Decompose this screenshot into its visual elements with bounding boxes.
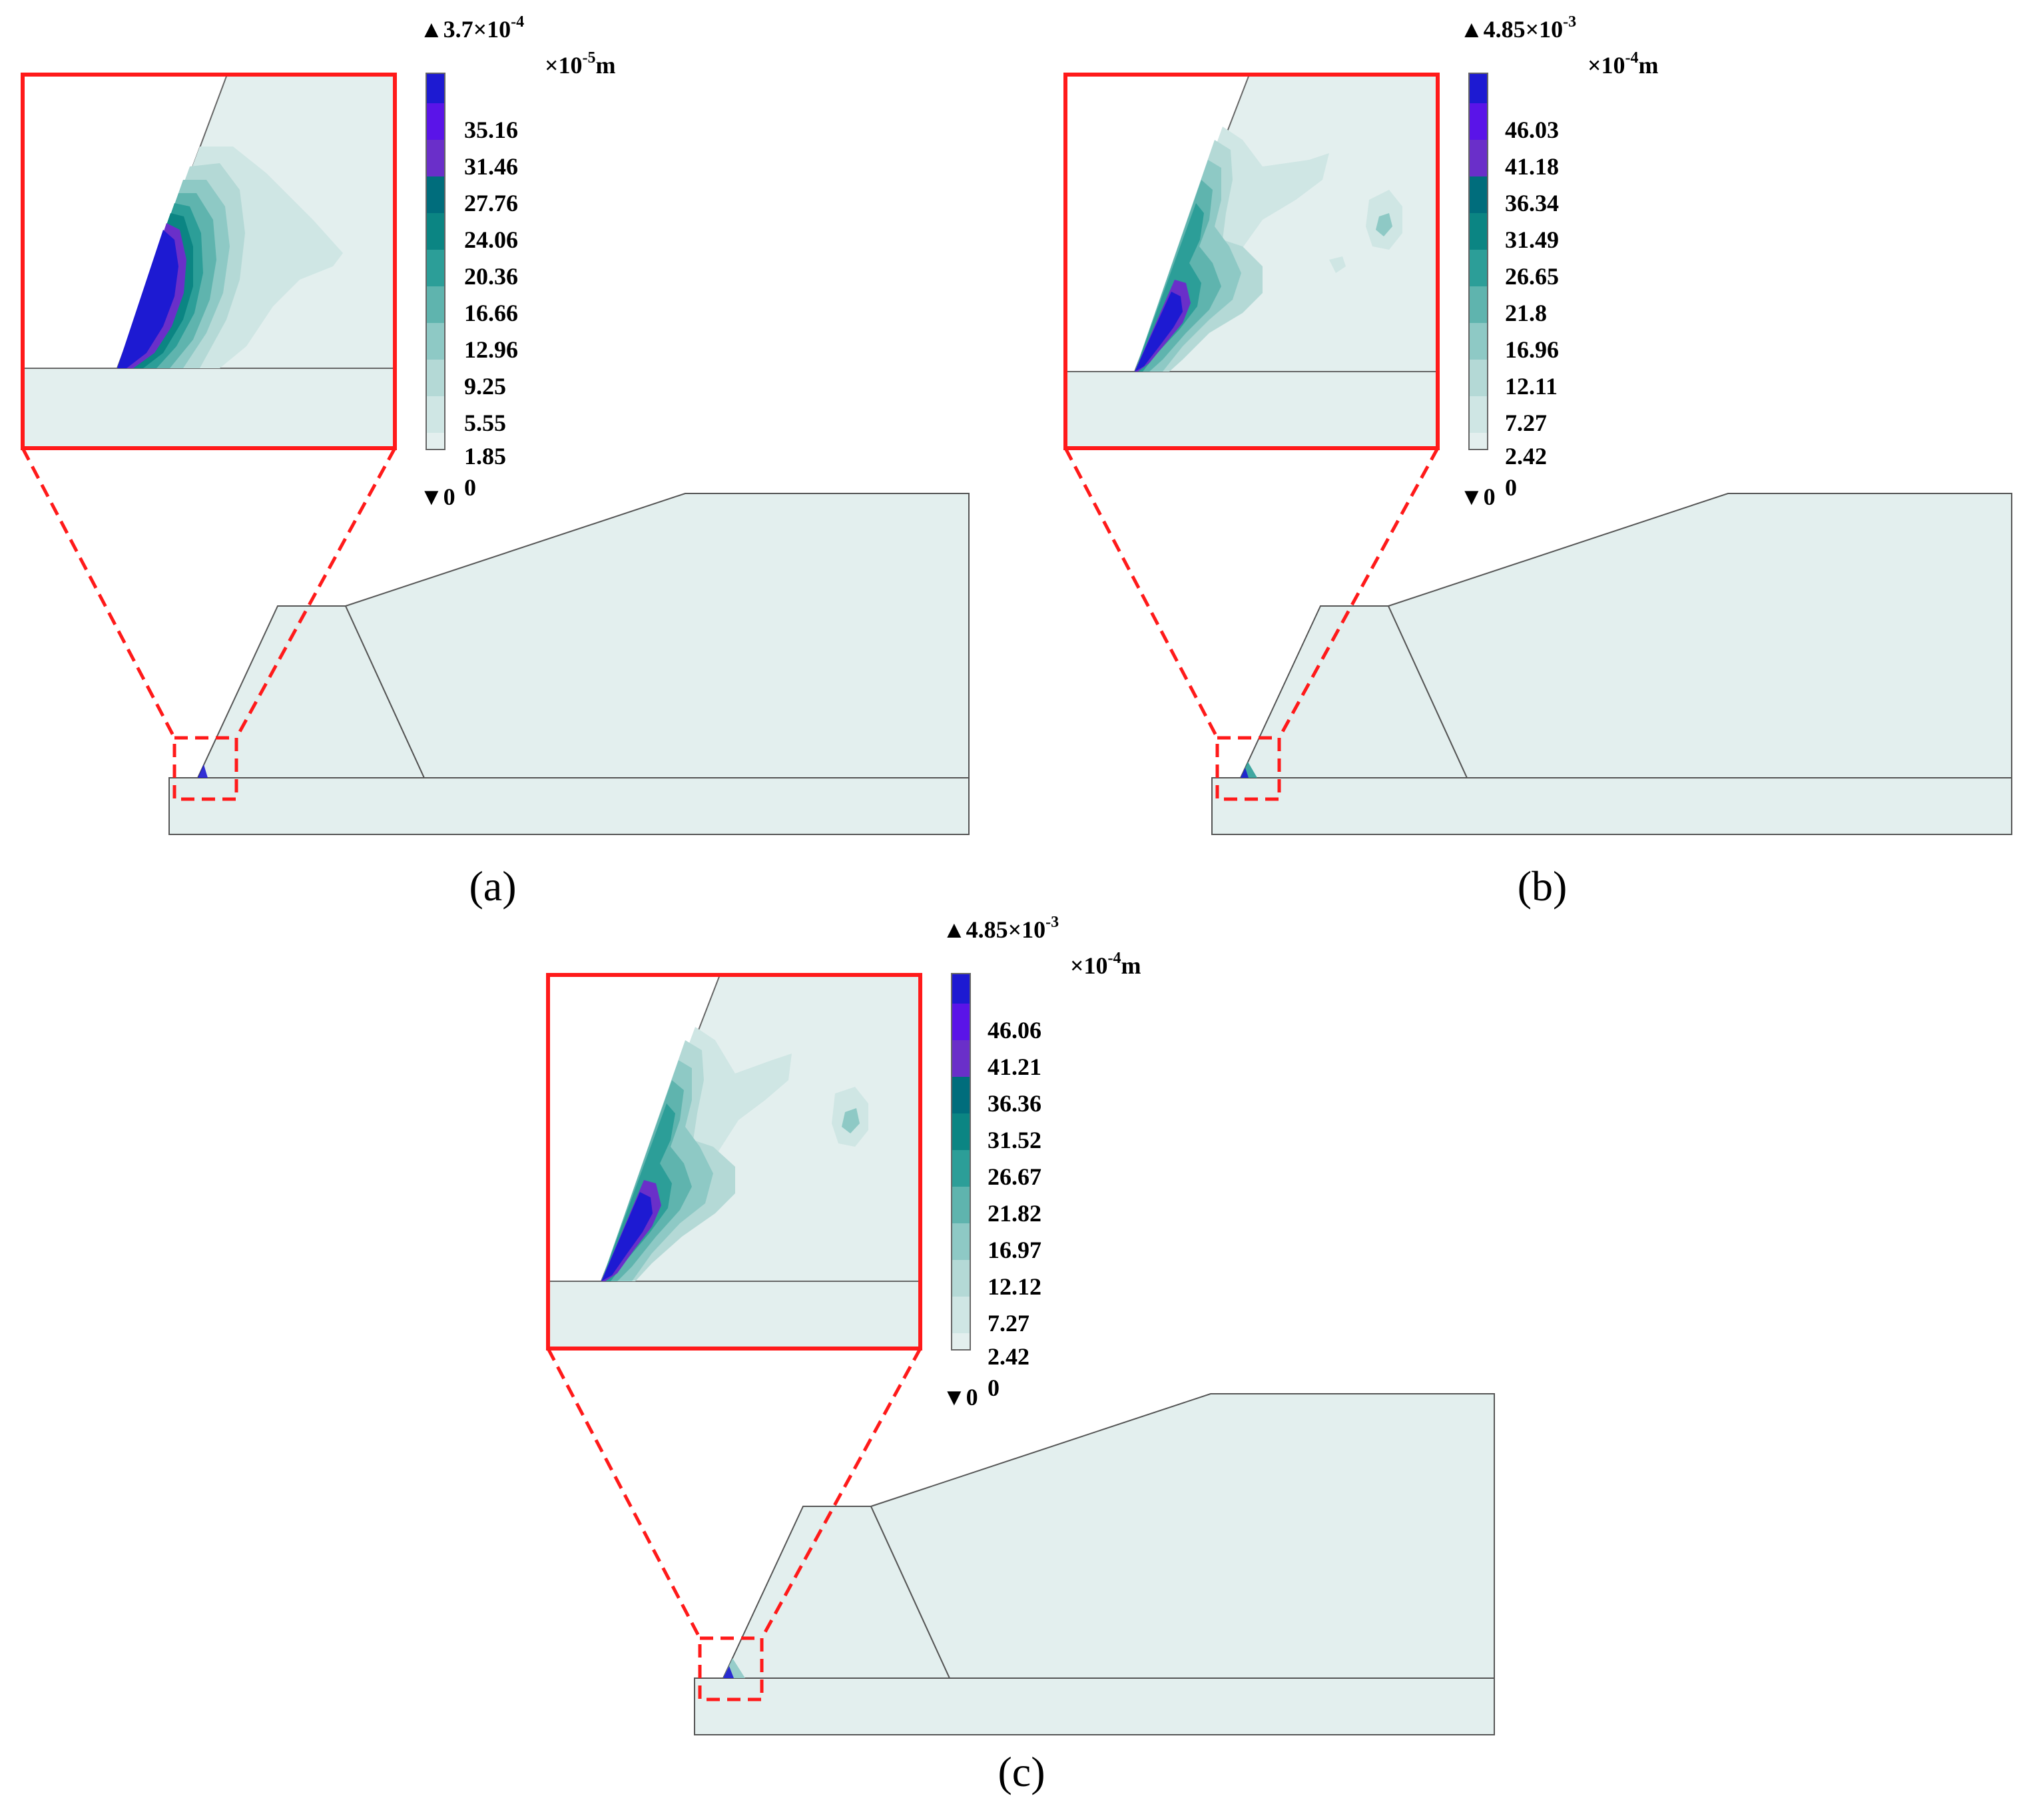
max-value-label: ▲3.7×10-4 xyxy=(420,13,524,43)
legend-tick: 16.66 xyxy=(464,300,518,326)
toe-hotspot-core xyxy=(723,1666,734,1678)
min-value-label: ▼0 xyxy=(1460,483,1496,510)
foundation-block xyxy=(1211,777,2012,835)
dam-model-b xyxy=(1211,493,2012,835)
zoom-inset-b xyxy=(1063,73,1440,450)
backfill-body xyxy=(870,1393,1495,1679)
panel-b: ▲4.85×10-3 ×10-4m 46.03 41.18 36.34 31.4… xyxy=(1063,13,2012,910)
legend-tick: 12.96 xyxy=(464,336,518,363)
legend-bar-outline xyxy=(426,73,445,450)
legend-tick: 12.11 xyxy=(1505,373,1558,400)
color-legend-c: ▲4.85×10-3 ×10-4m 46.06 41.21 36.36 31.5… xyxy=(942,914,1141,1410)
legend-tick: 41.18 xyxy=(1505,153,1559,180)
legend-tick: 36.34 xyxy=(1505,190,1559,216)
panel-caption: (c) xyxy=(998,1748,1045,1795)
inset-frame xyxy=(546,973,922,1351)
legend-tick: 35.16 xyxy=(464,117,518,143)
toe-hotspot-core xyxy=(1241,768,1249,778)
legend-tick: 26.65 xyxy=(1505,263,1559,290)
zoom-connector-left xyxy=(21,447,176,739)
contour-band-5 xyxy=(1135,203,1204,372)
legend-tick: 16.96 xyxy=(1505,336,1559,363)
legend-tick: 21.8 xyxy=(1505,300,1547,326)
backfill-body xyxy=(1387,493,2012,778)
legend-color-bar xyxy=(952,974,970,1350)
inset-foundation xyxy=(1065,372,1438,448)
dam-model-c xyxy=(694,1393,1495,1735)
contour-band-8 xyxy=(601,1192,653,1281)
zoom-region-box xyxy=(698,1636,764,1701)
legend-tick: 0 xyxy=(464,474,476,501)
zoom-region-box xyxy=(1215,736,1281,801)
unit-label: ×10-4m xyxy=(1070,950,1141,979)
legend-bar-outline xyxy=(951,973,971,1351)
unit-label: ×10-5m xyxy=(545,49,616,79)
color-legend-b: ▲4.85×10-3 ×10-4m 46.03 41.18 36.34 31.4… xyxy=(1460,13,1659,510)
panel-caption: (a) xyxy=(469,862,516,910)
max-value-label: ▲4.85×10-3 xyxy=(1460,13,1576,43)
panel-caption: (b) xyxy=(1518,862,1568,910)
legend-tick: 21.82 xyxy=(988,1200,1041,1227)
zoom-connector-left xyxy=(1063,447,1219,739)
legend-tick: 24.06 xyxy=(464,226,518,253)
legend-tick: 16.97 xyxy=(988,1237,1041,1263)
panel-c: ▲4.85×10-3 ×10-4m 46.06 41.21 36.36 31.5… xyxy=(546,914,1495,1795)
legend-tick: 2.42 xyxy=(1505,443,1547,469)
backfill-body xyxy=(344,493,970,778)
zoom-inset-a xyxy=(21,73,397,450)
legend-tick: 9.25 xyxy=(464,373,506,400)
zoom-connector-right xyxy=(1277,447,1440,739)
zoom-indicator-a xyxy=(21,447,397,801)
contour-band-1 xyxy=(1329,256,1346,273)
legend-tick: 0 xyxy=(988,1374,1000,1401)
legend-tick: 12.12 xyxy=(988,1273,1041,1300)
legend-tick: 46.06 xyxy=(988,1017,1041,1044)
zoom-region-box xyxy=(172,736,238,801)
contour-band-3 xyxy=(1376,213,1392,236)
contour-band-3 xyxy=(842,1108,860,1133)
zoom-inset-c xyxy=(546,973,922,1351)
legend-tick: 31.49 xyxy=(1505,226,1559,253)
min-value-label: ▼0 xyxy=(420,483,455,510)
inset-frame xyxy=(1063,73,1440,450)
legend-tick: 7.27 xyxy=(988,1310,1029,1337)
zoom-connector-right xyxy=(760,1347,922,1640)
legend-tick: 46.03 xyxy=(1505,117,1559,143)
contour-band-8 xyxy=(117,230,178,368)
inset-foundation xyxy=(548,1281,920,1349)
legend-color-bar xyxy=(426,73,445,450)
legend-bar-outline xyxy=(1468,73,1488,450)
unit-label: ×10-4m xyxy=(1588,49,1659,79)
legend-color-bar xyxy=(1469,73,1488,450)
zoom-connector-left xyxy=(546,1347,702,1640)
contour-band-8 xyxy=(1135,292,1183,372)
legend-tick: 7.27 xyxy=(1505,410,1547,436)
legend-tick: 36.36 xyxy=(988,1090,1041,1117)
legend-tick: 41.21 xyxy=(988,1054,1041,1080)
legend-tick: 20.36 xyxy=(464,263,518,290)
color-legend-a: ▲3.7×10-4 ×10-5m 35.16 31.46 27.76 24.06… xyxy=(420,13,616,510)
dam-model-a xyxy=(168,493,970,835)
legend-tick: 5.55 xyxy=(464,410,506,436)
legend-tick: 26.67 xyxy=(988,1163,1041,1190)
toe-hotspot xyxy=(198,764,208,778)
contour-band-5 xyxy=(601,1103,675,1281)
legend-tick: 2.42 xyxy=(988,1343,1029,1370)
zoom-indicator-b xyxy=(1063,447,1440,801)
legend-tick: 27.76 xyxy=(464,190,518,216)
min-value-label: ▼0 xyxy=(942,1384,978,1410)
legend-tick: 1.85 xyxy=(464,443,506,469)
max-value-label: ▲4.85×10-3 xyxy=(942,914,1059,943)
panel-a: ▲3.7×10-4 ×10-5m 35.16 31.46 27.76 24.06… xyxy=(21,13,970,910)
legend-tick: 0 xyxy=(1505,474,1517,501)
inset-foundation xyxy=(23,368,395,448)
foundation-block xyxy=(694,1677,1495,1735)
inset-frame xyxy=(21,73,397,450)
foundation-block xyxy=(168,777,970,835)
zoom-connector-right xyxy=(234,447,397,739)
zoom-indicator-c xyxy=(546,1347,922,1701)
legend-tick: 31.52 xyxy=(988,1127,1041,1153)
legend-tick: 31.46 xyxy=(464,153,518,180)
